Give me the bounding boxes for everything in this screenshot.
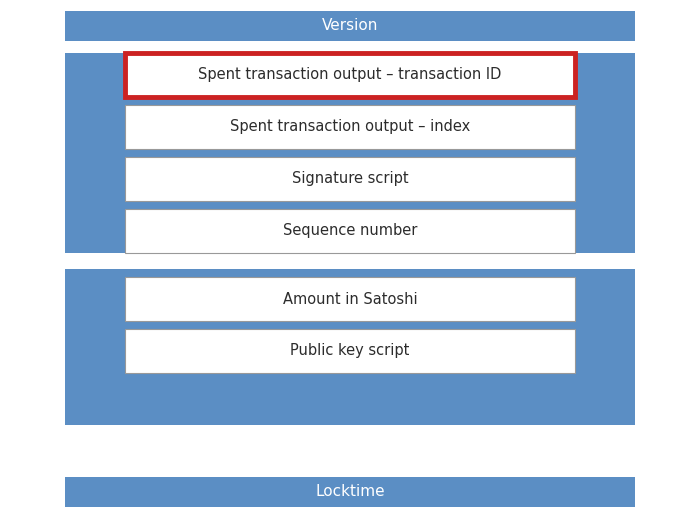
Text: Public key script: Public key script [290,343,410,359]
Bar [125,53,575,97]
Text: Transaction Output: Transaction Output [277,277,423,291]
Text: Signature script: Signature script [292,172,408,186]
Text: Spent transaction output – index: Spent transaction output – index [230,120,470,134]
Bar [125,157,575,201]
Text: Transaction Input: Transaction Input [284,60,416,76]
Text: Amount in Satoshi: Amount in Satoshi [283,291,417,307]
Bar [65,269,635,425]
Bar [65,53,635,253]
Bar [125,209,575,253]
Text: Spent transaction output – transaction ID: Spent transaction output – transaction I… [198,68,502,82]
Text: Version: Version [322,18,378,34]
Bar [65,11,635,41]
Bar [125,277,575,321]
Bar [125,105,575,149]
Bar [65,477,635,507]
Bar [125,53,575,97]
Text: Locktime: Locktime [315,485,385,499]
Text: Sequence number: Sequence number [283,224,417,238]
Bar [125,329,575,373]
